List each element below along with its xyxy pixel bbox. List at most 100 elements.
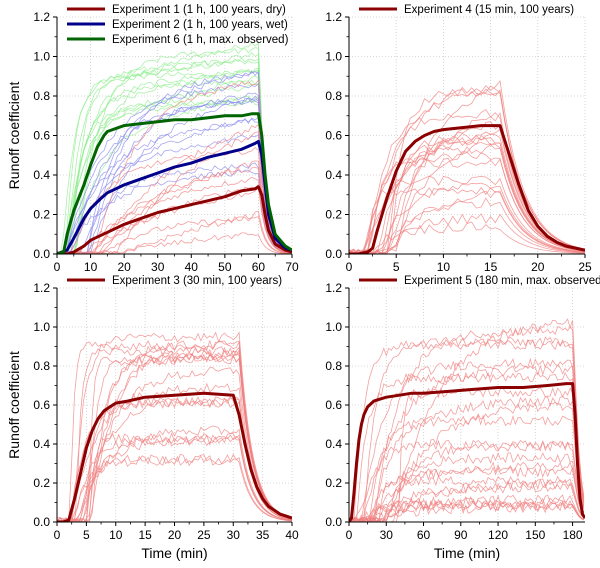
- legend-label: Experiment 4 (15 min, 100 years): [404, 4, 574, 16]
- replicate-trace: [57, 83, 292, 254]
- replicate-trace: [57, 434, 292, 522]
- replicate-trace: [57, 97, 292, 254]
- panel-p3: 0 5 10 15 20 25 30 35 40 0.0 0.2 0.4 0.6 0.8 1.0 1.2 Run…: [6, 275, 299, 561]
- replicate-trace: [57, 118, 292, 254]
- x-tick-label: 120: [488, 528, 508, 542]
- replicate-trace: [349, 414, 585, 522]
- y-tick-label: 0.6: [33, 129, 50, 143]
- replicate-trace: [349, 461, 585, 522]
- replicate-trace: [349, 495, 585, 522]
- x-tick-label: 15: [484, 260, 498, 274]
- replicate-trace: [57, 331, 292, 522]
- y-axis-title: Runoff coefficient: [6, 82, 22, 190]
- replicate-trace: [57, 210, 292, 254]
- replicate-trace: [57, 455, 292, 522]
- x-axis-title: Time (min): [434, 545, 500, 561]
- x-tick-label: 40: [285, 528, 299, 542]
- replicate-traces: [57, 42, 292, 254]
- y-tick-label: 0.4: [33, 437, 50, 451]
- legend-label: Experiment 2 (1 h, 100 years, wet): [112, 19, 288, 31]
- replicate-trace: [349, 190, 585, 254]
- replicate-trace: [349, 142, 585, 254]
- x-tick-label: 15: [138, 528, 152, 542]
- x-tick-label: 5: [393, 260, 400, 274]
- replicate-trace: [57, 425, 292, 522]
- x-tick-label: 0: [54, 260, 61, 274]
- replicate-trace: [57, 162, 292, 254]
- legend-label: Experiment 1 (1 h, 100 years, dry): [112, 4, 286, 16]
- x-tick-label: 20: [168, 528, 182, 542]
- replicate-trace: [57, 134, 292, 254]
- y-tick-label: 1.0: [325, 50, 342, 64]
- replicate-trace: [57, 340, 292, 522]
- x-tick-label: 10: [84, 260, 98, 274]
- replicate-trace: [349, 475, 585, 522]
- x-tick-label: 10: [109, 528, 123, 542]
- y-tick-label: 0.4: [325, 168, 342, 182]
- replicate-trace: [349, 175, 585, 254]
- y-axis-title: Runoff coefficient: [6, 351, 22, 459]
- y-tick-label: 0.8: [325, 89, 342, 103]
- replicate-trace: [349, 326, 585, 522]
- x-tick-label: 0: [54, 528, 61, 542]
- panel-p1: 0 10 20 30 40 50 60 70 0.0 0.2 0.4 0.6 0.8 1.0 1.2 Runo…: [6, 4, 299, 274]
- y-tick-label: 1.2: [33, 281, 50, 295]
- x-tick-label: 50: [218, 260, 232, 274]
- legend: Experiment 5 (180 min, max. observed): [359, 275, 600, 287]
- series-line-3: [57, 112, 292, 254]
- replicate-trace: [349, 481, 585, 522]
- y-tick-label: 0.2: [33, 476, 50, 490]
- y-tick-label: 0.2: [325, 476, 342, 490]
- x-tick-label: 25: [197, 528, 211, 542]
- y-tick-label: 0.0: [325, 247, 342, 261]
- panel-p5: 0 30 60 90 120 150 180 0.0 0.2 0.4 0.6 0.8 1.0 1.2 Tim…: [325, 275, 600, 561]
- replicate-trace: [57, 59, 292, 254]
- replicate-trace: [57, 435, 292, 522]
- replicate-traces: [349, 318, 585, 522]
- replicate-trace: [57, 232, 292, 254]
- series-line-1: [57, 391, 292, 522]
- replicate-trace: [57, 92, 292, 254]
- y-tick-label: 0.6: [325, 129, 342, 143]
- replicate-trace: [349, 371, 585, 522]
- y-tick-label: 0.4: [33, 168, 50, 182]
- y-tick-label: 1.2: [33, 10, 50, 24]
- replicate-trace: [349, 465, 585, 522]
- replicate-trace: [57, 183, 292, 254]
- y-tick-label: 0.2: [325, 208, 342, 222]
- replicate-trace: [57, 345, 292, 522]
- legend-label: Experiment 5 (180 min, max. observed): [404, 275, 600, 287]
- replicate-trace: [349, 357, 585, 522]
- x-axis-title: Time (min): [141, 545, 207, 561]
- replicate-trace: [349, 364, 585, 522]
- replicate-trace: [57, 453, 292, 522]
- x-tick-label: 90: [454, 528, 468, 542]
- replicate-trace: [349, 336, 585, 522]
- replicate-trace: [349, 439, 585, 522]
- x-tick-label: 60: [417, 528, 431, 542]
- legend-label: Experiment 3 (30 min, 100 years): [112, 275, 282, 287]
- replicate-trace: [57, 42, 292, 254]
- series-line-1: [349, 124, 585, 254]
- y-tick-label: 0.0: [33, 515, 50, 529]
- replicate-trace: [349, 86, 585, 254]
- x-tick-label: 60: [252, 260, 266, 274]
- x-tick-label: 70: [285, 260, 299, 274]
- y-tick-label: 1.0: [33, 320, 50, 334]
- replicate-trace: [349, 396, 585, 522]
- replicate-traces: [349, 80, 585, 254]
- replicate-trace: [349, 401, 585, 522]
- replicate-trace: [57, 70, 292, 254]
- replicate-trace: [349, 92, 585, 254]
- replicate-trace: [57, 78, 292, 254]
- replicate-trace: [349, 501, 585, 522]
- replicate-trace: [57, 186, 292, 254]
- x-tick-label: 10: [437, 260, 451, 274]
- panel-p4: 0 5 10 15 20 25 0.0 0.2 0.4 0.6 0.8 1.0 1.2 Experimen…: [325, 4, 592, 274]
- replicate-trace: [57, 47, 292, 254]
- x-tick-label: 35: [256, 528, 270, 542]
- y-tick-label: 0.8: [33, 359, 50, 373]
- replicate-trace: [349, 80, 585, 254]
- legend: Experiment 4 (15 min, 100 years): [359, 4, 574, 16]
